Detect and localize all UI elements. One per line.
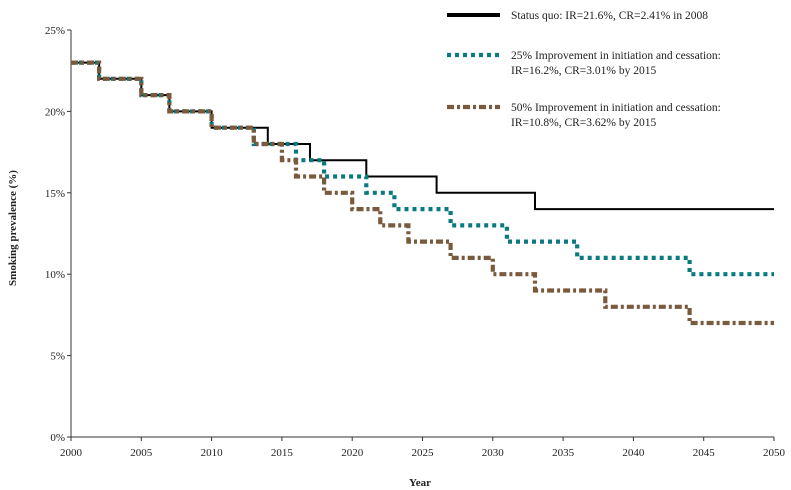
y-tick-label: 20% [45, 106, 65, 118]
x-tick-label: 2050 [763, 447, 786, 459]
y-tick-label: 0% [50, 432, 65, 444]
x-tick-label: 2040 [622, 447, 645, 459]
legend-label-3: IR=10.8%, CR=3.62% by 2015 [511, 117, 656, 129]
y-tick-label: 25% [45, 25, 65, 37]
x-tick-label: 2035 [552, 447, 575, 459]
legend-label-3: 50% Improvement in initiation and cessat… [511, 102, 721, 114]
x-tick-label: 2045 [693, 447, 716, 459]
x-tick-label: 2030 [482, 447, 505, 459]
x-tick-label: 2010 [201, 447, 224, 459]
legend-label-1: Status quo: IR=21.6%, CR=2.41% in 2008 [511, 10, 708, 22]
legend: Status quo: IR=21.6%, CR=2.41% in 2008 25… [447, 10, 721, 129]
series-layer [71, 60, 774, 326]
x-tick-label: 2015 [271, 447, 294, 459]
series-line-3 [71, 60, 774, 326]
x-axis-title: Year [409, 477, 431, 489]
legend-label-2: 25% Improvement in initiation and cessat… [511, 50, 721, 62]
y-tick-label: 10% [45, 269, 65, 281]
x-tick-label: 2000 [60, 447, 83, 459]
y-tick-label: 15% [45, 188, 65, 200]
axes: 0% 5% 10% 15% 20% 25% 2000 2005 2010 2015 2020 2025… [45, 25, 786, 459]
x-tick-label: 2025 [412, 447, 435, 459]
series-line-1 [71, 61, 774, 211]
y-tick-label: 5% [50, 351, 65, 363]
x-tick-label: 2005 [130, 447, 153, 459]
legend-label-2: IR=16.2%, CR=3.01% by 2015 [511, 65, 656, 77]
y-axis-title: Smoking prevalence (%) [7, 170, 19, 286]
x-tick-label: 2020 [341, 447, 364, 459]
